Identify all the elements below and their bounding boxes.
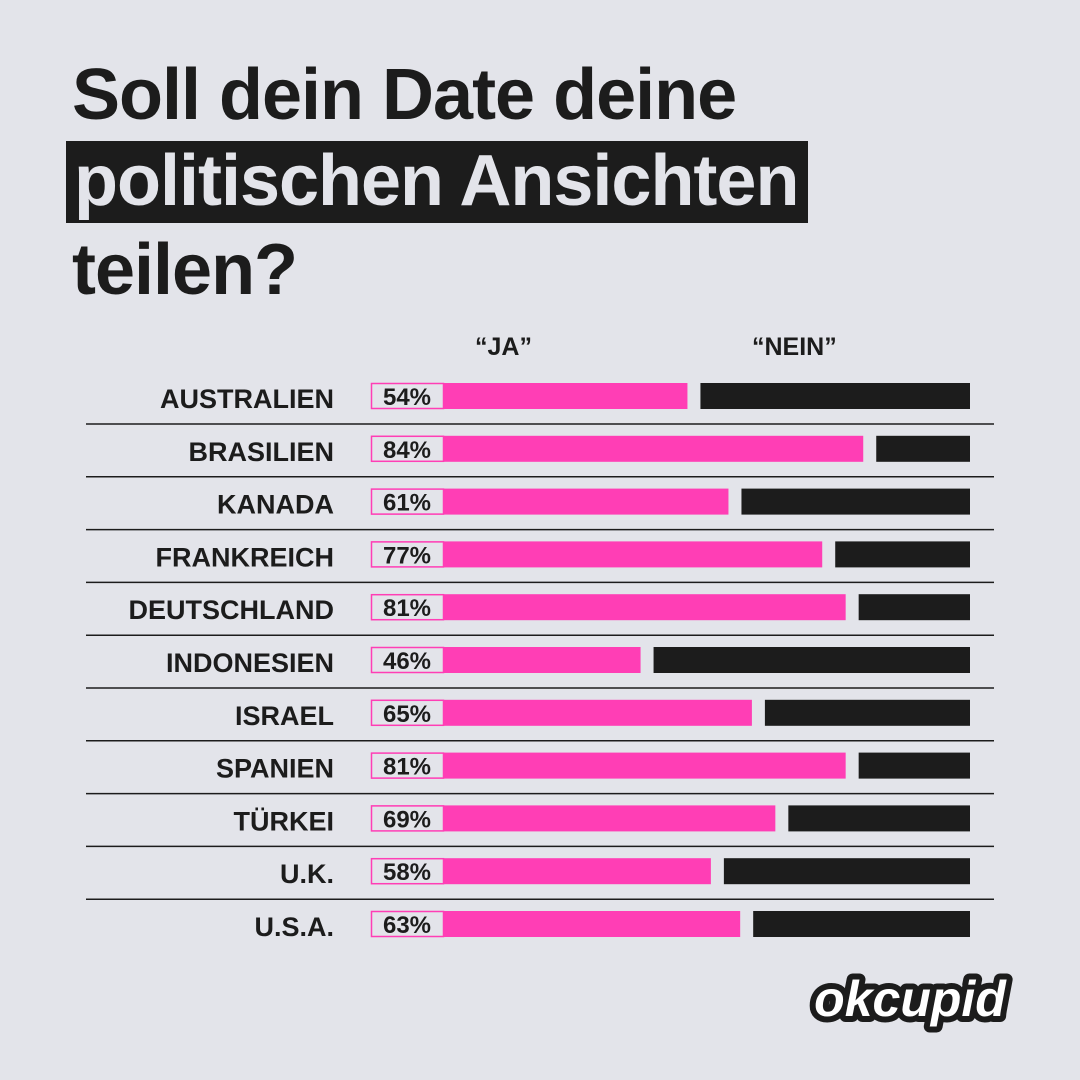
category-label: U.S.A.	[254, 912, 334, 942]
title-highlight: politischen Ansichten	[66, 141, 809, 223]
data-label-box	[370, 805, 445, 832]
bar-no	[858, 752, 970, 779]
series-label-yes: “JA”	[475, 333, 532, 361]
title-line-3: teilen?	[72, 230, 298, 310]
bar-yes	[371, 435, 864, 462]
data-label: 84%	[383, 437, 431, 464]
series-label-no: “NEIN”	[752, 333, 837, 361]
brand-wordmark: okcupid	[814, 971, 1007, 1027]
data-label-box	[370, 646, 445, 674]
data-label-box	[370, 857, 445, 885]
bar-no	[723, 858, 970, 885]
data-label: 46%	[383, 648, 431, 675]
chart-title: Soll dein Date deine politischen Ansicht…	[66, 52, 809, 313]
category-label: ISRAEL	[235, 701, 334, 731]
data-label: 61%	[383, 490, 431, 517]
data-label-box	[370, 752, 445, 779]
bar-no	[741, 488, 970, 515]
data-label-box	[370, 699, 445, 727]
category-label: U.K.	[280, 859, 334, 889]
category-label: FRANKREICH	[156, 542, 335, 572]
bar-no	[764, 699, 970, 726]
bar-no	[653, 647, 970, 673]
data-label-box	[370, 541, 445, 568]
bar-yes	[371, 541, 823, 568]
data-label: 58%	[383, 859, 431, 886]
data-label: 65%	[383, 701, 431, 728]
category-label: AUSTRALIEN	[160, 384, 334, 414]
data-label: 81%	[383, 754, 431, 781]
category-label: TÜRKEI	[234, 806, 335, 836]
bar-no	[753, 911, 970, 937]
okcupid-logo: okcupid	[808, 965, 1013, 1033]
data-label: 54%	[383, 384, 431, 411]
data-label-box	[370, 488, 445, 515]
bar-no	[835, 541, 970, 568]
data-label-box	[370, 382, 445, 410]
bar-yes	[371, 594, 846, 621]
bar-no	[858, 594, 970, 621]
category-label: SPANIEN	[216, 754, 334, 784]
category-label: BRASILIEN	[188, 437, 334, 467]
data-label: 69%	[383, 806, 431, 833]
data-label-box	[370, 910, 445, 938]
category-label: INDONESIEN	[166, 648, 334, 678]
category-label: DEUTSCHLAND	[129, 595, 335, 625]
bar-no	[876, 435, 970, 462]
category-label: KANADA	[217, 490, 334, 520]
data-label: 63%	[383, 912, 431, 939]
data-label: 81%	[383, 595, 431, 622]
bar-no	[788, 805, 970, 832]
bar-no	[700, 383, 970, 409]
data-label-box	[370, 435, 445, 463]
title-line-1: Soll dein Date deine	[72, 55, 737, 135]
data-label-box	[370, 593, 445, 621]
bar-yes	[371, 752, 846, 779]
data-label: 77%	[383, 542, 431, 569]
